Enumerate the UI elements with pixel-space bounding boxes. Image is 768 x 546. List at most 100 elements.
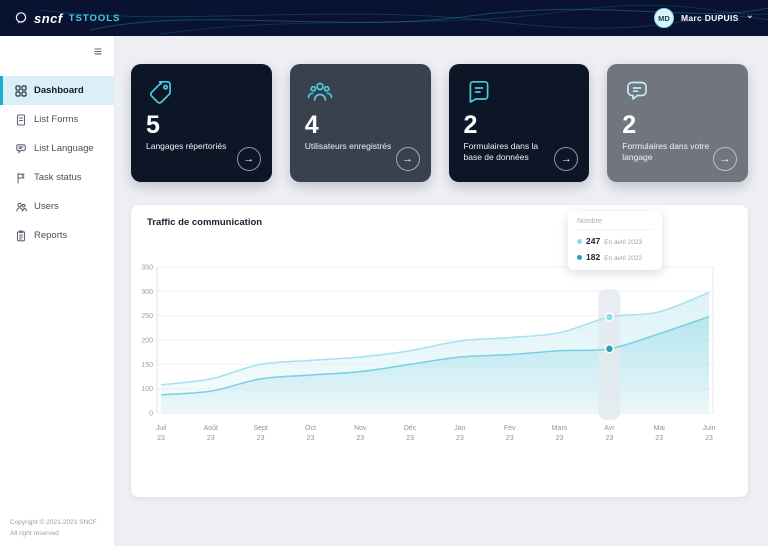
sidebar-item-label: Reports — [34, 230, 68, 241]
tooltip-value: 247 — [586, 236, 601, 246]
sidebar-item-reports[interactable]: Reports — [0, 221, 114, 250]
sidebar-item-dashboard[interactable]: Dashboard — [0, 76, 114, 105]
card-forms-language: 2 Formulaires dans votre langage → — [607, 64, 748, 182]
avatar: MD — [653, 8, 674, 28]
svg-text:23: 23 — [506, 435, 514, 442]
users-icon — [15, 201, 27, 213]
svg-text:300: 300 — [141, 289, 153, 296]
sidebar-item-label: Dashboard — [34, 85, 84, 96]
tooltip-value: 182 — [586, 252, 601, 262]
traffic-chart-card: Traffic de communication 0 100 150 200 250 30… — [131, 205, 748, 497]
sidebar-item-label: Task status — [34, 172, 82, 183]
svg-text:23: 23 — [406, 435, 414, 442]
app-name: TSTOOLS — [68, 12, 121, 24]
stat-cards: 5 Langages répertoriés → 4 Utilisateurs … — [131, 64, 748, 182]
svg-text:23: 23 — [705, 435, 713, 442]
group-icon — [307, 82, 332, 101]
card-forms-database: 2 Formulaires dans la base de données → — [448, 64, 590, 182]
svg-text:23: 23 — [655, 435, 663, 442]
copyright: Copyright © 2021-2023 SNCF All right res… — [10, 518, 97, 539]
logo-text: sncf — [34, 10, 63, 26]
sidebar-item-task-status[interactable]: Task status — [0, 163, 114, 192]
sidebar: ≡ Dashboard List Forms List Language — [0, 36, 115, 546]
form-icon — [469, 80, 488, 103]
svg-text:23: 23 — [157, 435, 165, 442]
copyright-line1: Copyright © 2021-2023 SNCF — [10, 519, 97, 527]
card-languages: 5 Langages répertoriés → — [131, 64, 272, 182]
card-value: 2 — [622, 111, 637, 139]
tooltip-title: Nombre — [577, 218, 653, 230]
tooltip-label: En avril 2022 — [604, 255, 643, 262]
sidebar-item-list-forms[interactable]: List Forms — [0, 105, 114, 134]
sidebar-item-label: List Forms — [34, 114, 79, 125]
sidebar-menu: Dashboard List Forms List Language Task … — [0, 76, 114, 250]
svg-text:Sept: Sept — [253, 425, 267, 432]
tooltip-row: 182 En avril 2022 — [577, 252, 653, 262]
logo-icon — [14, 11, 28, 25]
reports-icon — [15, 229, 27, 242]
user-name: Marc DUPUIS — [680, 13, 739, 23]
topbar: sncf TSTOOLS MD Marc DUPUIS ⌄ — [0, 0, 768, 36]
svg-text:Jan: Jan — [454, 425, 465, 432]
sidebar-item-label: List Language — [34, 143, 94, 154]
chart-tooltip: Nombre 247 En avril 2023 182 En avril 20… — [568, 211, 662, 270]
card-label: Langages répertoriés — [146, 141, 227, 152]
tag-icon — [149, 80, 171, 104]
card-arrow-button[interactable]: → — [554, 147, 579, 171]
svg-text:150: 150 — [141, 362, 153, 369]
sidebar-item-users[interactable]: Users — [0, 192, 114, 221]
user-menu[interactable]: MD Marc DUPUIS ⌄ — [653, 8, 754, 28]
tooltip-label: En avril 2023 — [604, 239, 643, 246]
chart-title: Traffic de communication — [147, 217, 263, 228]
card-value: 4 — [304, 111, 319, 139]
svg-text:Fév: Fév — [504, 425, 516, 432]
svg-text:23: 23 — [456, 435, 464, 442]
svg-text:23: 23 — [257, 435, 265, 442]
card-value: 5 — [146, 111, 160, 139]
svg-text:200: 200 — [141, 338, 153, 345]
svg-text:23: 23 — [207, 435, 215, 442]
svg-text:Déc: Déc — [404, 425, 417, 432]
svg-text:Août: Août — [204, 425, 218, 432]
brand-logo: sncf TSTOOLS — [14, 11, 120, 26]
svg-text:350: 350 — [141, 265, 153, 272]
svg-text:Mars: Mars — [552, 425, 568, 432]
svg-text:Avr: Avr — [604, 425, 615, 432]
svg-text:250: 250 — [141, 313, 153, 320]
chat-icon — [627, 81, 648, 100]
chevron-down-icon: ⌄ — [745, 10, 754, 21]
series-2023-dot-icon — [577, 238, 582, 244]
svg-text:23: 23 — [606, 435, 614, 442]
svg-text:Mai: Mai — [654, 425, 666, 432]
card-arrow-button[interactable]: → — [713, 147, 737, 171]
card-label: Utilisateurs enregistrés — [304, 141, 392, 152]
card-label: Formulaires dans votre langage — [622, 141, 710, 163]
traffic-chart[interactable]: 0 100 150 200 250 300 350 Juil 23 Août 23 Sept 23 Oct… — [131, 205, 748, 497]
svg-text:Oct: Oct — [305, 425, 316, 432]
svg-text:23: 23 — [307, 435, 315, 442]
task-status-icon — [15, 172, 27, 184]
main-content: 5 Langages répertoriés → 4 Utilisateurs … — [115, 36, 768, 546]
svg-text:100: 100 — [141, 386, 153, 393]
tooltip-row: 247 En avril 2023 — [577, 236, 653, 246]
svg-text:Juil: Juil — [156, 425, 167, 432]
card-arrow-button[interactable]: → — [236, 147, 261, 171]
language-icon — [15, 143, 27, 155]
svg-text:Nov: Nov — [354, 425, 367, 432]
sidebar-item-list-language[interactable]: List Language — [0, 134, 114, 163]
svg-text:0: 0 — [149, 411, 153, 418]
card-value: 2 — [463, 111, 478, 139]
svg-text:23: 23 — [356, 435, 364, 442]
card-label: Formulaires dans la base de données — [463, 141, 539, 163]
forms-icon — [15, 113, 27, 126]
copyright-line2: All right reserved — [10, 529, 59, 537]
svg-text:Juin: Juin — [703, 425, 716, 432]
svg-text:23: 23 — [556, 435, 564, 442]
card-users: 4 Utilisateurs enregistrés → — [289, 64, 431, 182]
card-arrow-button[interactable]: → — [395, 147, 420, 171]
series-2022-dot-icon — [577, 254, 582, 260]
dashboard-icon — [15, 84, 27, 97]
hamburger-icon[interactable]: ≡ — [93, 43, 102, 59]
sidebar-item-label: Users — [34, 201, 59, 212]
